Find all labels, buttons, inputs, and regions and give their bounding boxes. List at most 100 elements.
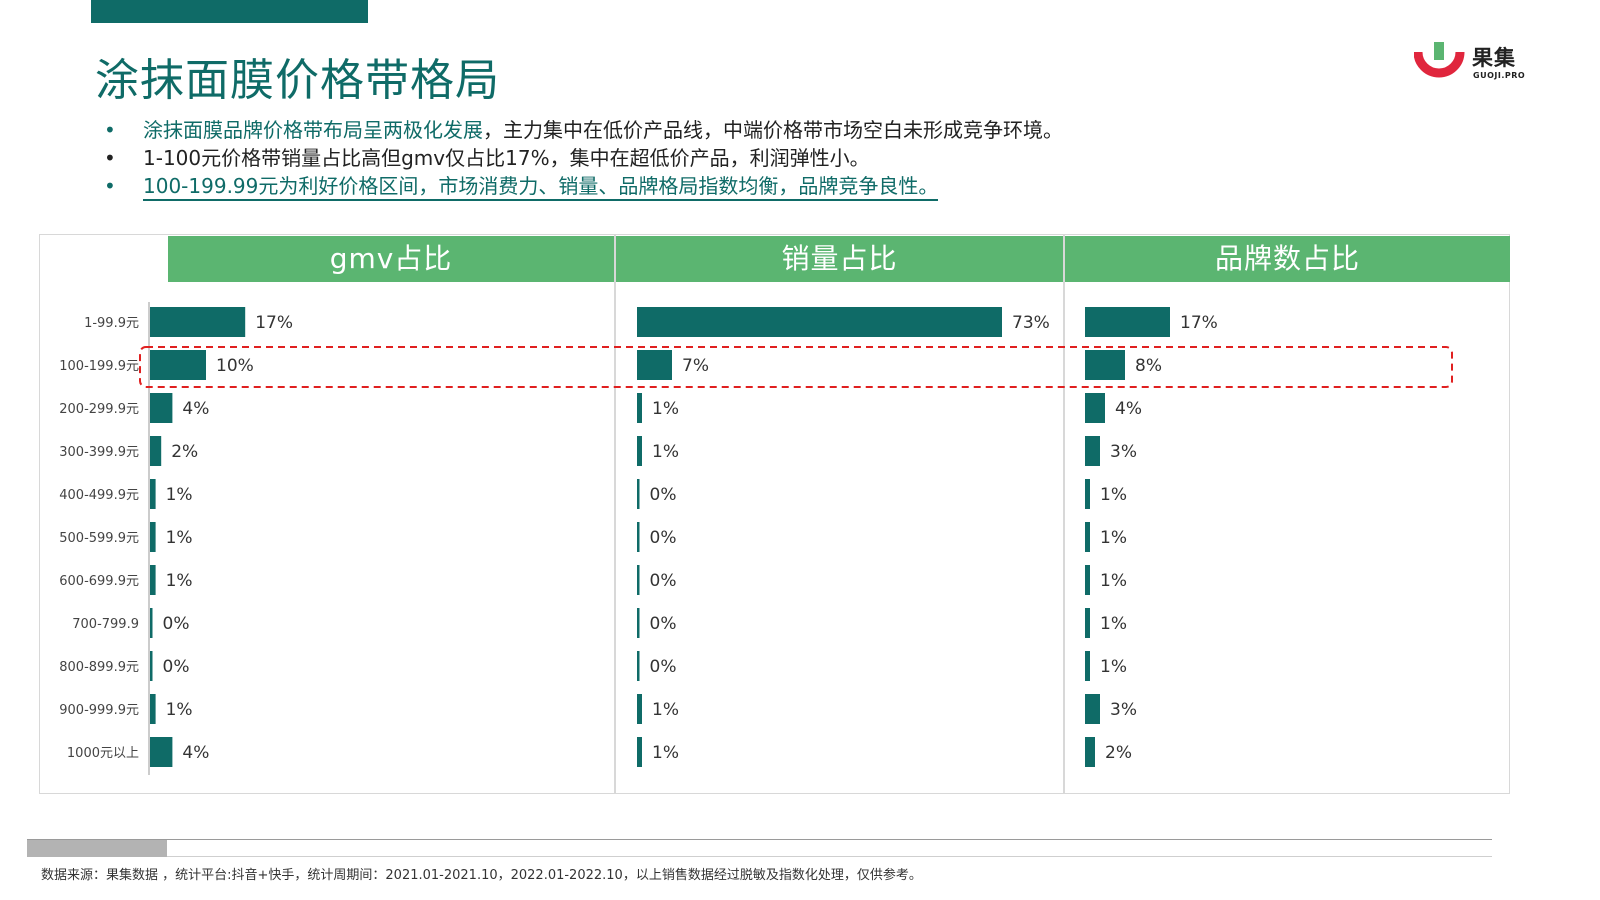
data-label: 17%	[255, 313, 293, 333]
data-label: 2%	[1105, 743, 1132, 763]
data-label: 1%	[166, 485, 193, 505]
data-label: 4%	[182, 743, 209, 763]
highlight-box	[139, 346, 1453, 388]
category-label: 700-799.9	[72, 617, 139, 632]
bar	[637, 307, 1002, 337]
bar	[637, 737, 642, 767]
bar	[1085, 651, 1090, 681]
bullet-dot-icon: •	[104, 118, 116, 142]
bar	[1085, 307, 1170, 337]
bar	[150, 479, 156, 509]
panel-header-gmv: gmv占比	[168, 236, 614, 282]
logo-text-cn: 果集	[1472, 46, 1516, 70]
data-label: 1%	[1100, 485, 1127, 505]
category-label: 300-399.9元	[59, 445, 139, 460]
source-note: 数据来源：果集数据 ，统计平台:抖音+快手，统计周期间：2021.01-2021…	[41, 868, 922, 883]
bullet-item: • 1-100元价格带销量占比高但gmv仅占比17%，集中在超低价产品，利润弹性…	[104, 144, 1063, 172]
bar	[150, 436, 162, 466]
panel-divider	[614, 234, 616, 794]
data-label: 3%	[1110, 700, 1137, 720]
data-label: 3%	[1110, 442, 1137, 462]
guoji-logo: 果集 GUOJI.PRO	[1414, 42, 1526, 88]
bar	[1085, 737, 1095, 767]
data-label: 0%	[650, 571, 677, 591]
bar	[1085, 479, 1090, 509]
bar	[1085, 522, 1090, 552]
bar	[150, 694, 156, 724]
data-label: 1%	[166, 571, 193, 591]
bullet-highlight: 涂抹面膜品牌价格带布局呈两极化发展	[143, 118, 483, 142]
page-title: 涂抹面膜价格带格局	[95, 55, 500, 106]
category-label: 400-499.9元	[59, 488, 139, 503]
bar	[637, 651, 640, 681]
bar	[150, 608, 153, 638]
category-label: 1000元以上	[67, 746, 139, 761]
bar	[150, 393, 173, 423]
data-label: 1%	[652, 700, 679, 720]
bar	[637, 565, 640, 595]
data-label: 1%	[166, 700, 193, 720]
data-label: 8%	[1135, 356, 1162, 376]
data-label: 10%	[216, 356, 254, 376]
category-label: 500-599.9元	[59, 531, 139, 546]
bar	[637, 350, 672, 380]
bar	[150, 565, 156, 595]
bar	[150, 350, 206, 380]
data-label: 4%	[1115, 399, 1142, 419]
bar	[1085, 393, 1105, 423]
data-label: 0%	[650, 657, 677, 677]
chart-frame	[39, 234, 1510, 794]
bar	[637, 694, 642, 724]
bar	[637, 522, 640, 552]
footer-accent-block	[27, 840, 167, 857]
bar	[1085, 436, 1100, 466]
data-label: 1%	[652, 743, 679, 763]
category-label: 800-899.9元	[59, 660, 139, 675]
footer-divider	[167, 856, 1492, 857]
top-accent-bar	[91, 0, 368, 23]
bar	[637, 479, 640, 509]
panel-divider	[1063, 234, 1065, 794]
data-label: 7%	[682, 356, 709, 376]
data-label: 0%	[650, 528, 677, 548]
logo-text-en: GUOJI.PRO	[1473, 71, 1526, 80]
data-label: 1%	[1100, 528, 1127, 548]
bar	[150, 651, 153, 681]
panel-header-brands: 品牌数占比	[1065, 236, 1510, 282]
category-label: 1-99.9元	[84, 316, 139, 331]
bar	[637, 436, 642, 466]
data-label: 1%	[652, 442, 679, 462]
bar	[637, 393, 642, 423]
summary-bullets: • 涂抹面膜品牌价格带布局呈两极化发展，主力集中在低价产品线，中端价格带市场空白…	[104, 116, 1063, 201]
data-label: 1%	[1100, 571, 1127, 591]
guoji-logo-icon	[1414, 42, 1465, 78]
bullet-item: • 涂抹面膜品牌价格带布局呈两极化发展，主力集中在低价产品线，中端价格带市场空白…	[104, 116, 1063, 144]
data-label: 0%	[650, 485, 677, 505]
panel-header-sales: 销量占比	[616, 236, 1063, 282]
category-label: 600-699.9元	[59, 574, 139, 589]
bar	[1085, 694, 1100, 724]
bullet-dot-icon: •	[104, 174, 116, 198]
data-label: 0%	[163, 657, 190, 677]
bar	[1085, 350, 1125, 380]
data-label: 1%	[1100, 657, 1127, 677]
bullet-dot-icon: •	[104, 146, 116, 170]
bar	[150, 522, 156, 552]
data-label: 0%	[163, 614, 190, 634]
bar	[150, 307, 246, 337]
data-label: 73%	[1012, 313, 1050, 333]
category-label: 900-999.9元	[59, 703, 139, 718]
bullet-text: 100-199.99元为利好价格区间，市场消费力、销量、品牌格局指数均衡，品牌竞…	[143, 174, 939, 201]
data-label: 1%	[166, 528, 193, 548]
footer-divider	[27, 839, 1492, 840]
category-label: 100-199.9元	[59, 359, 139, 374]
bar	[637, 608, 640, 638]
bar	[150, 737, 173, 767]
data-label: 2%	[171, 442, 198, 462]
bar	[1085, 608, 1090, 638]
category-label: 200-299.9元	[59, 402, 139, 417]
bullet-text: ，主力集中在低价产品线，中端价格带市场空白未形成竞争环境。	[483, 118, 1063, 142]
bullet-item: • 100-199.99元为利好价格区间，市场消费力、销量、品牌格局指数均衡，品…	[104, 172, 1063, 201]
data-label: 17%	[1180, 313, 1218, 333]
